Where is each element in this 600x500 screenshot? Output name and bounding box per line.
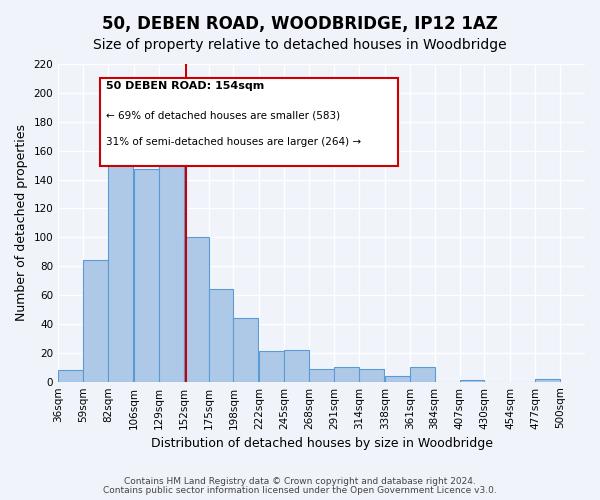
Bar xyxy=(134,170,159,382)
Text: 50 DEBEN ROAD: 154sqm: 50 DEBEN ROAD: 154sqm xyxy=(106,82,264,92)
Text: 31% of semi-detached houses are larger (264) →: 31% of semi-detached houses are larger (… xyxy=(106,137,361,147)
Text: Contains public sector information licensed under the Open Government Licence v3: Contains public sector information licen… xyxy=(103,486,497,495)
Text: 50, DEBEN ROAD, WOODBRIDGE, IP12 1AZ: 50, DEBEN ROAD, WOODBRIDGE, IP12 1AZ xyxy=(102,15,498,33)
Bar xyxy=(259,352,284,382)
Bar xyxy=(184,238,209,382)
Bar xyxy=(334,367,359,382)
Bar xyxy=(108,123,133,382)
X-axis label: Distribution of detached houses by size in Woodbridge: Distribution of detached houses by size … xyxy=(151,437,493,450)
Bar xyxy=(83,260,108,382)
Bar xyxy=(209,290,233,382)
FancyBboxPatch shape xyxy=(100,78,398,166)
Bar xyxy=(159,155,184,382)
Bar xyxy=(233,318,258,382)
Text: Size of property relative to detached houses in Woodbridge: Size of property relative to detached ho… xyxy=(93,38,507,52)
Bar xyxy=(284,350,309,382)
Bar xyxy=(385,376,410,382)
Text: Contains HM Land Registry data © Crown copyright and database right 2024.: Contains HM Land Registry data © Crown c… xyxy=(124,477,476,486)
Bar xyxy=(410,367,434,382)
Text: ← 69% of detached houses are smaller (583): ← 69% of detached houses are smaller (58… xyxy=(106,110,340,120)
Bar xyxy=(309,368,334,382)
Y-axis label: Number of detached properties: Number of detached properties xyxy=(15,124,28,322)
Bar xyxy=(58,370,83,382)
Bar xyxy=(535,379,560,382)
Bar xyxy=(359,368,384,382)
Bar xyxy=(460,380,484,382)
